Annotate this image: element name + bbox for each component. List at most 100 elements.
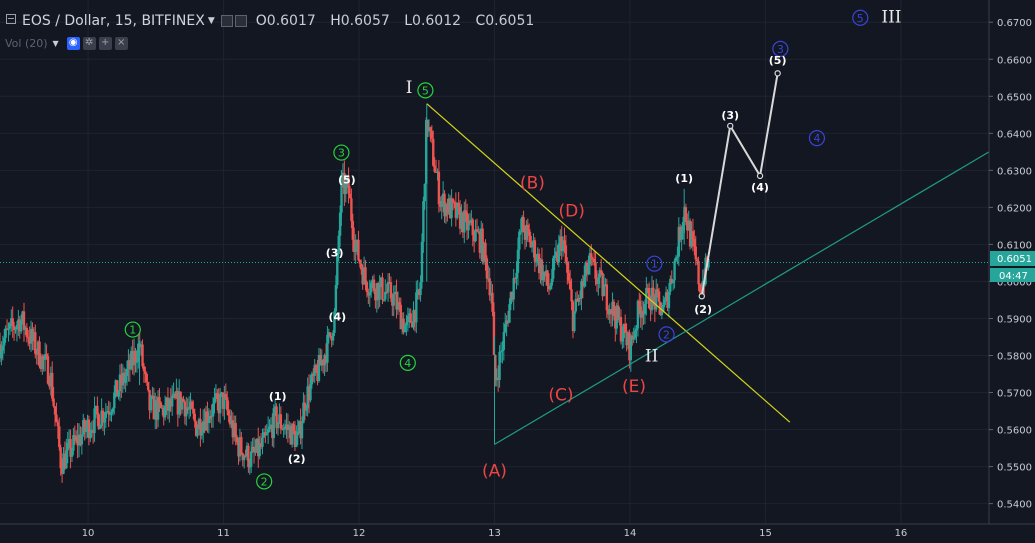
wave-projection-path[interactable] <box>700 73 779 297</box>
candle-body <box>553 255 556 259</box>
candle-body <box>361 269 364 285</box>
candle-body <box>426 119 429 132</box>
candle-body <box>338 212 342 236</box>
candle-body <box>21 311 24 320</box>
candle-body <box>248 466 251 468</box>
volume-caret-icon[interactable]: ▼ <box>52 38 59 48</box>
candle-body <box>207 419 211 423</box>
candle-body <box>331 332 335 341</box>
candle-body <box>465 212 469 231</box>
price-tick-label: 0.5800 <box>997 352 1032 363</box>
candle-body <box>454 202 458 218</box>
candle-body <box>656 289 659 292</box>
candle-body <box>354 245 357 252</box>
close-icon[interactable]: × <box>114 36 128 50</box>
projection-node[interactable] <box>727 122 734 130</box>
candle-body <box>409 313 412 323</box>
candle-body <box>73 435 76 441</box>
candle-body <box>512 278 515 300</box>
volume-label[interactable]: Vol (20) <box>5 36 48 50</box>
candle-body <box>666 292 669 308</box>
time-axis[interactable]: 10 11 12 13 14 15 16 <box>82 528 908 539</box>
candle-body <box>35 353 38 355</box>
candle-body <box>300 423 304 439</box>
wave-label-green: 5 <box>422 84 429 97</box>
candle-body <box>535 261 538 263</box>
projection-node[interactable] <box>698 293 705 300</box>
candle-body <box>293 430 297 448</box>
support-trendline[interactable] <box>494 151 990 445</box>
candle-body <box>436 171 439 173</box>
candle-body <box>570 289 573 302</box>
candle-body <box>392 294 395 306</box>
candle-body <box>235 436 239 443</box>
candle-body <box>144 371 147 375</box>
candle-body <box>52 398 55 407</box>
candle-body <box>343 172 346 195</box>
candle-body <box>446 204 449 214</box>
candle-body <box>296 431 299 436</box>
candle-body <box>305 408 308 411</box>
candle-body <box>530 246 534 248</box>
candle-body <box>616 305 620 321</box>
resistance-trendline[interactable] <box>426 103 791 423</box>
candle-body <box>94 405 98 409</box>
eye-icon[interactable]: ◉ <box>66 36 80 50</box>
candle-body <box>251 446 254 452</box>
candle-body <box>299 421 302 439</box>
symbol-settings-icon[interactable] <box>234 15 247 27</box>
symbol-title[interactable]: EOS / Dollar, 15, BITFINEX <box>22 13 205 29</box>
candle-body <box>100 410 103 426</box>
candle-body <box>199 419 202 436</box>
candle-body <box>227 410 230 416</box>
candle-body <box>178 391 181 415</box>
wave-label-roman: II <box>645 347 658 367</box>
candle-body <box>211 403 215 417</box>
candle-body <box>467 220 470 231</box>
candle-body <box>482 242 486 262</box>
candle-body <box>175 391 178 399</box>
candle-body <box>549 285 552 290</box>
plus-icon[interactable]: + <box>98 36 112 50</box>
candle-body <box>626 332 630 346</box>
candle-body <box>585 262 589 274</box>
gear-icon[interactable]: ✲ <box>82 36 96 50</box>
time-tick-label: 11 <box>217 528 230 539</box>
candle-body <box>51 372 54 399</box>
candle-body <box>206 411 209 423</box>
candle-body <box>681 222 685 231</box>
candle-body <box>115 380 119 397</box>
candle-body <box>134 350 137 363</box>
collapse-pane-icon[interactable] <box>6 14 16 24</box>
drawn-lines[interactable] <box>0 70 990 445</box>
price-axis[interactable]: 0.6700 0.6600 0.6500 0.6400 0.6300 0.6200 0.61… <box>989 18 1032 511</box>
candle-body <box>25 327 29 337</box>
candle-body <box>288 426 291 431</box>
candle-body <box>619 316 623 342</box>
candle-body <box>513 278 517 280</box>
wave-label-roman: III <box>881 7 901 27</box>
candle-body <box>557 243 561 263</box>
candle-body <box>242 455 246 461</box>
symbol-visibility-icon[interactable] <box>220 15 233 27</box>
candle-body <box>660 311 664 316</box>
candle-body <box>5 328 9 330</box>
time-tick-label: 14 <box>624 528 637 539</box>
projection-node[interactable] <box>774 70 781 77</box>
candle-body <box>573 311 576 331</box>
candle-body <box>290 424 294 445</box>
symbol-caret-icon[interactable]: ▼ <box>207 16 215 26</box>
candle-body <box>217 399 220 414</box>
wave-label-blue-circle <box>646 255 663 272</box>
candle-body <box>18 319 21 332</box>
candle-body <box>501 349 504 352</box>
wave-label-blue-circle <box>852 9 869 26</box>
candle-body <box>375 283 379 301</box>
symbol-legend: EOS / Dollar, 15, BITFINEX ▼ O0.6017 H0.… <box>0 10 544 32</box>
projection-node[interactable] <box>756 172 764 180</box>
candle-body <box>302 402 305 424</box>
candle-body <box>154 400 157 420</box>
candle-body <box>590 253 593 259</box>
